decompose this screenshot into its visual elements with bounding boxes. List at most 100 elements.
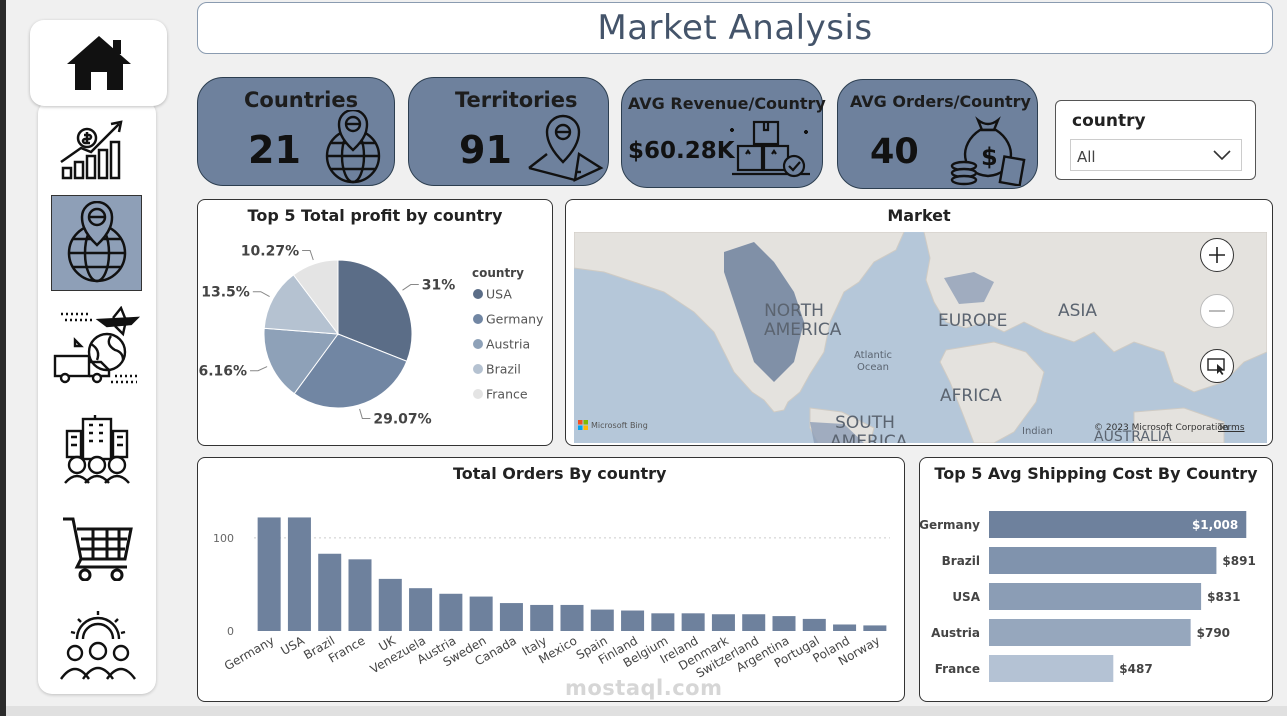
bar-data-label: $487 (1119, 662, 1152, 676)
market-map[interactable]: NORTH AMERICA EUROPE ASIA AFRICA SOUTH A… (574, 232, 1267, 443)
legend-marker (473, 389, 483, 399)
bar-mexico[interactable] (560, 604, 584, 631)
pie-slice-brazil[interactable] (263, 274, 340, 335)
bar-belgium[interactable] (651, 613, 675, 631)
watermark: mostaql.com (565, 676, 723, 700)
globe-location-icon (325, 110, 381, 184)
bar-ireland[interactable] (681, 613, 705, 631)
legend-marker (473, 364, 483, 374)
select-area-button[interactable] (1200, 349, 1234, 383)
market-map-panel: Market NORTH AMERICA EUROPE ASIA AFRICA … (565, 199, 1273, 446)
kpi-label: Countries (244, 88, 359, 112)
bar-brazil[interactable] (318, 553, 342, 631)
bar-spain[interactable] (590, 609, 614, 631)
map-label-australia: AUSTRALIA (1094, 429, 1172, 443)
money-bag-icon: $ (950, 116, 1026, 186)
pie-slice-germany[interactable] (293, 333, 408, 409)
zoom-in-button[interactable] (1200, 238, 1234, 272)
nav-shipping-button[interactable] (50, 305, 142, 387)
y-tick-label: 100 (213, 532, 234, 545)
bar-venezuela[interactable] (409, 588, 433, 631)
bar-france[interactable] (348, 559, 372, 631)
nav-cart-button[interactable] (58, 512, 136, 582)
bar-uk[interactable] (378, 578, 402, 631)
bar-brazil[interactable] (989, 547, 1217, 574)
home-button[interactable] (30, 20, 167, 106)
map-terms-link[interactable]: Terms (1218, 423, 1245, 433)
kpi-value: 91 (459, 128, 512, 172)
bar-austria[interactable] (989, 619, 1191, 646)
bar-data-label: $831 (1207, 590, 1240, 604)
bar-sweden[interactable] (469, 596, 493, 631)
nav-team-button[interactable] (56, 608, 140, 684)
legend-item-germany[interactable]: Germany (486, 312, 544, 327)
pie-slice-france[interactable] (292, 259, 339, 336)
shipping-logistics-icon (53, 306, 141, 384)
boxes-icon (730, 120, 810, 178)
pie-slice-usa[interactable] (337, 259, 413, 362)
pie-data-label: 29.07% (373, 412, 431, 428)
bar-italy[interactable] (530, 604, 554, 631)
shipping-bar-panel: Top 5 Avg Shipping Cost By Country Germa… (919, 457, 1273, 702)
cursor-select-icon (1207, 358, 1225, 375)
profit-pie-panel: Top 5 Total profit by country 31% 29.07% 1… (197, 199, 553, 446)
map-label-atlantic: Atlantic Ocean (853, 350, 893, 373)
profit-pie-chart: 31% 29.07% 16.16% 13.5% 10.27% country USA Germ… (198, 244, 544, 428)
legend-item-brazil[interactable]: Brazil (486, 362, 521, 377)
page-title-box: Market Analysis (197, 2, 1273, 54)
x-tick-label: Germany (222, 633, 277, 673)
map-label-south-america: SOUTH AMERICA (830, 413, 908, 444)
zoom-out-button[interactable] (1200, 294, 1234, 328)
y-category-label: France (935, 662, 980, 676)
legend-marker (473, 289, 483, 299)
map-pin-icon (528, 114, 604, 182)
legend-item-austria[interactable]: Austria (486, 337, 530, 352)
bar-switzerland[interactable] (742, 614, 766, 631)
bar-poland[interactable] (833, 624, 857, 631)
kpi-label: Territories (455, 88, 578, 112)
map-copyright: © 2023 Microsoft Corporation (1094, 423, 1229, 433)
shipping-bar-chart: Germany $1,008 Brazil $891 USA $831 Austria $79… (920, 511, 1256, 682)
legend-item-usa[interactable]: USA (486, 287, 512, 302)
bar-finland[interactable] (621, 610, 645, 631)
pie-data-label: 13.5% (201, 285, 250, 301)
nav-market-button[interactable] (51, 195, 142, 291)
kpi-value: 40 (870, 132, 919, 172)
pie-leader-line (402, 284, 419, 291)
country-dropdown[interactable]: All (1070, 139, 1242, 171)
nav-customers-button[interactable] (58, 412, 136, 486)
bar-argentina[interactable] (772, 616, 796, 631)
shipping-title: Top 5 Avg Shipping Cost By Country (934, 464, 1258, 483)
bar-austria[interactable] (439, 593, 463, 631)
bar-norway[interactable] (863, 625, 887, 631)
chevron-down-icon (1213, 150, 1231, 161)
bar-denmark[interactable] (711, 614, 735, 631)
bar-germany[interactable] (989, 511, 1247, 538)
map-label-asia: ASIA (1058, 301, 1098, 321)
svg-text:$: $ (981, 143, 998, 171)
legend-marker (473, 314, 483, 324)
bar-data-label: $891 (1222, 554, 1255, 568)
window-edge (0, 0, 6, 716)
bar-usa[interactable] (287, 517, 311, 631)
page-title: Market Analysis (597, 8, 873, 48)
bar-france[interactable] (989, 655, 1114, 682)
bing-attribution: Microsoft Bing (578, 420, 648, 430)
bar-usa[interactable] (989, 583, 1202, 610)
plus-icon (1209, 247, 1225, 263)
bar-portugal[interactable] (802, 618, 826, 631)
y-category-label: Austria (931, 626, 980, 640)
nav-finance-button[interactable] (55, 116, 135, 182)
team-settings-icon (60, 611, 136, 680)
y-tick-label: 0 (227, 625, 234, 638)
minus-icon (1209, 310, 1225, 312)
bar-germany[interactable] (257, 517, 281, 631)
map-label-africa: AFRICA (940, 386, 1002, 406)
bing-attribution-text: Microsoft Bing (591, 420, 648, 430)
pie-data-label: 31% (422, 278, 456, 294)
kpi-card-countries: Countries 21 (197, 77, 395, 186)
pie-slice-austria[interactable] (263, 327, 339, 395)
legend-item-france[interactable]: France (486, 387, 528, 402)
pie-leader-line (252, 291, 270, 297)
bar-canada[interactable] (499, 603, 523, 631)
